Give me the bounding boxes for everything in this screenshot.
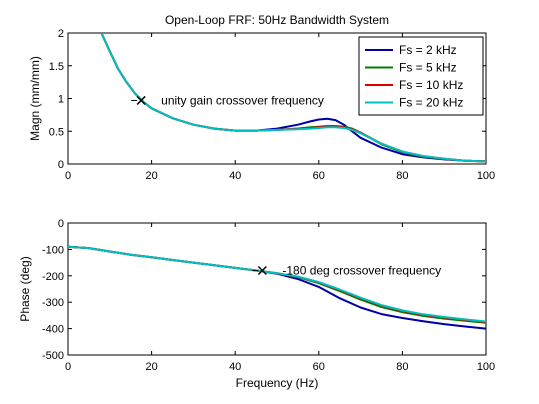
y-tick-label: -500	[42, 350, 64, 362]
x-tick-label: 80	[396, 170, 408, 182]
y-tick-label: 2	[58, 28, 64, 40]
legend-entry: Fs = 5 kHz	[399, 61, 457, 75]
phase-axes: 0 20 40 60 80 100 0 -100 -200 -300 -400 -500 -180 de…	[18, 218, 495, 390]
x-tick-label: 0	[65, 361, 71, 373]
x-tick-label: 20	[145, 361, 157, 373]
x-tick-label: 40	[229, 361, 241, 373]
crossover-marker	[252, 265, 267, 276]
x-tick-label: 0	[65, 170, 71, 182]
x-tick-label: 40	[229, 170, 241, 182]
y-tick-label: -300	[42, 297, 64, 309]
magnitude-chart-title: Open-Loop FRF: 50Hz Bandwidth System	[165, 13, 389, 27]
annotation-label: -180 deg crossover frequency	[282, 264, 441, 278]
legend-entry: Fs = 10 kHz	[399, 78, 463, 92]
x-tick-label: 100	[477, 170, 495, 182]
phase-y-axis-label: Phase (deg)	[18, 256, 32, 321]
legend-entry: Fs = 20 kHz	[399, 96, 463, 110]
crossover-marker	[131, 95, 146, 105]
y-tick-label: 0.5	[49, 126, 64, 138]
legend-entry: Fs = 2 kHz	[399, 43, 457, 57]
x-tick-label: 60	[313, 170, 325, 182]
magnitude-y-axis-label: Magn (mm/mm)	[28, 56, 42, 141]
y-tick-label: -100	[42, 244, 64, 256]
y-tick-label: 0	[58, 159, 64, 171]
y-tick-label: 1	[58, 94, 64, 106]
y-tick-label: 0	[58, 218, 64, 230]
x-tick-label: 100	[477, 361, 495, 373]
magnitude-axes: 0 20 40 60 80 100 0 0.5 1 1.5 2 unity gain crossove…	[28, 13, 495, 182]
y-tick-label: -200	[42, 271, 64, 283]
series-line	[68, 245, 486, 323]
annotation-label: unity gain crossover frequency	[161, 93, 324, 107]
phase-x-axis-label: Frequency (Hz)	[236, 376, 319, 390]
x-tick-label: 60	[313, 361, 325, 373]
x-tick-label: 20	[145, 170, 157, 182]
axes-box	[67, 222, 487, 356]
legend: Fs = 2 kHz Fs = 5 kHz Fs = 10 kHz Fs = 20 k…	[358, 36, 484, 116]
y-tick-label: -400	[42, 324, 64, 336]
x-tick-label: 80	[396, 361, 408, 373]
y-tick-label: 1.5	[49, 61, 64, 73]
